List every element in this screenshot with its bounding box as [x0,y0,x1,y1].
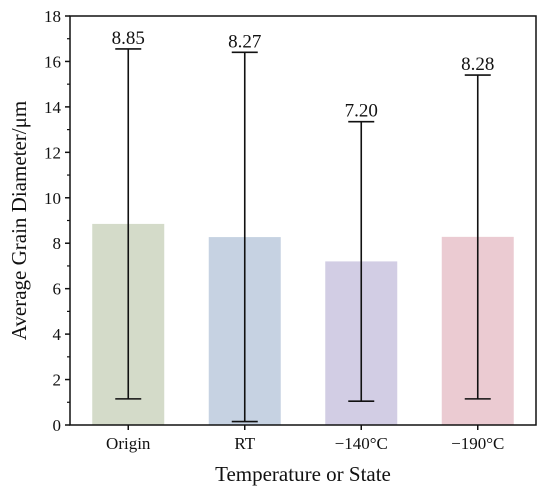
y-tick-label: 10 [44,189,61,208]
x-tick-label: Origin [106,434,151,453]
y-tick-label: 8 [53,234,62,253]
x-tick-label: −140°C [335,434,388,453]
y-tick-label: 0 [53,416,62,435]
error-bars-layer [115,48,491,423]
y-tick-label: 4 [53,325,62,344]
x-axis: Origin RT −140°C −190°C [106,425,504,453]
y-tick-label: 12 [44,143,61,162]
x-tick-label: −190°C [451,434,504,453]
y-tick-label: 14 [44,98,62,117]
x-tick-label: RT [234,434,255,453]
y-axis-title: Average Grain Diameter/μm [7,101,31,340]
y-tick-label: 2 [53,371,62,390]
bars-layer [92,223,514,425]
data-label: 7.20 [345,101,378,122]
data-labels-layer: 8.85 8.27 7.20 8.28 [112,28,495,122]
data-label: 8.85 [112,28,145,49]
data-label: 8.28 [461,54,494,75]
y-tick-label: 6 [53,280,62,299]
data-label: 8.27 [228,31,261,52]
y-axis: 0 2 4 6 8 10 12 14 16 18 [44,7,70,435]
y-tick-label: 16 [44,52,61,71]
x-axis-title: Temperature or State [215,462,391,486]
y-tick-label: 18 [44,7,61,26]
